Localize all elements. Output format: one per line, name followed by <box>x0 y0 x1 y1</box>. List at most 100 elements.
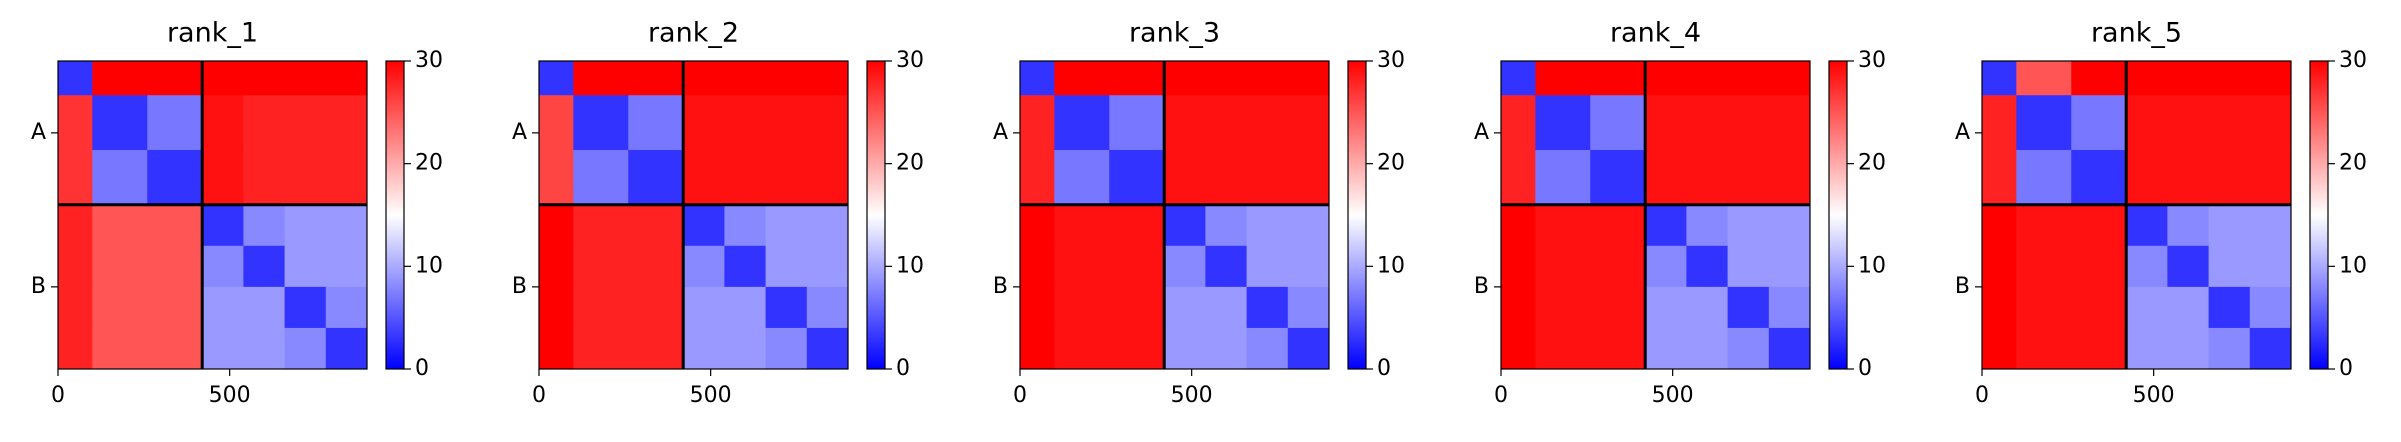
y-tick-label: A <box>1474 120 1489 145</box>
heatmap-cell <box>765 95 808 151</box>
panel: rank_2 0 500 A B 0 10 20 30 <box>512 18 924 409</box>
y-tick-label: B <box>31 274 46 299</box>
heatmap-cell <box>1727 286 1770 329</box>
heatmap-cell <box>683 95 725 151</box>
heatmap-cell <box>202 286 244 329</box>
heatmap-cell <box>202 95 244 151</box>
colorbar-tick-label: 10 <box>896 253 924 278</box>
heatmap-cell <box>1109 61 1165 96</box>
colorbar-tick-label: 0 <box>1858 356 1872 381</box>
heatmap-cell <box>1982 245 2017 288</box>
heatmap-cell <box>202 61 244 96</box>
heatmap-cell <box>1205 204 1248 247</box>
heatmap-cell <box>1645 95 1687 151</box>
colorbar-tick-label: 20 <box>1377 151 1405 176</box>
heatmap-cell <box>1768 95 1811 151</box>
heatmap-cell <box>724 245 767 288</box>
heatmap-cell <box>1727 204 1770 247</box>
heatmap-cell <box>573 95 629 151</box>
heatmap-cell <box>325 327 368 370</box>
heatmap-cell <box>806 61 849 96</box>
heatmap-cell <box>1590 204 1646 247</box>
panel: rank_1 0 500 A B 0 10 20 30 <box>31 18 443 409</box>
heatmap-cell <box>1205 245 1248 288</box>
heatmap-cell <box>1054 61 1110 96</box>
heatmap-cell <box>724 204 767 247</box>
heatmap-cell <box>1686 204 1729 247</box>
heatmap-cell <box>2208 61 2251 96</box>
heatmap-cell <box>243 327 286 370</box>
plot-frame <box>57 60 368 370</box>
heatmap-cell <box>2208 327 2251 370</box>
heatmap-cell <box>325 286 368 329</box>
x-tick-label: 0 <box>1494 383 1508 408</box>
heatmap-cell <box>1727 61 1770 96</box>
heatmap-cell <box>1287 95 1330 151</box>
heatmap-cell <box>683 149 725 206</box>
heatmap-cell <box>1645 149 1687 206</box>
heatmap-cell <box>1054 149 1110 206</box>
heatmap-cell <box>1164 149 1206 206</box>
heatmap-cell <box>1109 286 1165 329</box>
heatmap-cell <box>147 245 203 288</box>
heatmap-cell <box>58 286 93 329</box>
colorbar-tick-label: 0 <box>896 356 910 381</box>
heatmap-cell <box>243 149 286 206</box>
heatmap-cell <box>2126 327 2168 370</box>
heatmap-cell <box>2016 286 2072 329</box>
heatmap-cell <box>765 245 808 288</box>
heatmap-cell <box>2071 61 2127 96</box>
heatmap-cell <box>1246 245 1289 288</box>
heatmap-cell <box>2208 204 2251 247</box>
heatmap-cell <box>1535 204 1591 247</box>
x-tick-label: 500 <box>1652 383 1694 408</box>
plot-frame <box>1981 60 2292 370</box>
heatmap-cell <box>1727 327 1770 370</box>
heatmap-cell <box>1590 286 1646 329</box>
heatmap-cell <box>1686 95 1729 151</box>
heatmap-cell <box>2071 149 2127 206</box>
heatmap-cell <box>1768 286 1811 329</box>
heatmap-cell <box>1590 327 1646 370</box>
heatmap-cell <box>2071 204 2127 247</box>
heatmap-cell <box>539 204 574 247</box>
heatmap-cell <box>2208 286 2251 329</box>
heatmap-cell <box>628 204 684 247</box>
heatmap-cell <box>1020 149 1055 206</box>
heatmap-cell <box>147 149 203 206</box>
heatmap-cell <box>573 245 629 288</box>
heatmap-cell <box>1768 149 1811 206</box>
heatmap-cell <box>202 327 244 370</box>
heatmap-cell <box>58 245 93 288</box>
heatmap-cell <box>147 204 203 247</box>
heatmap-cell <box>1686 286 1729 329</box>
heatmap-cell <box>243 286 286 329</box>
heatmap-cell <box>1501 61 1536 96</box>
heatmap-cell <box>1645 61 1687 96</box>
y-tick-label: B <box>512 274 527 299</box>
heatmap-cell <box>1205 286 1248 329</box>
heatmap-cell <box>1020 286 1055 329</box>
heatmap-cell <box>2249 327 2292 370</box>
colorbar-tick-label: 20 <box>415 151 443 176</box>
plot-frame <box>1019 60 1330 370</box>
colorbar-tick-label: 20 <box>1858 151 1886 176</box>
heatmap-cell <box>539 95 574 151</box>
heatmap-cell <box>1535 149 1591 206</box>
heatmap-cell <box>2016 149 2072 206</box>
heatmap-cell <box>806 327 849 370</box>
heatmap-cell <box>1501 327 1536 370</box>
colorbar <box>2309 60 2329 370</box>
heatmap-cell <box>765 286 808 329</box>
colorbar-tick-label: 30 <box>1858 48 1886 73</box>
heatmap-cell <box>58 95 93 151</box>
heatmap-cell <box>1020 327 1055 370</box>
heatmap-cell <box>1020 245 1055 288</box>
heatmap-cell <box>1287 149 1330 206</box>
heatmap-cell <box>1164 95 1206 151</box>
heatmap-cell <box>2016 95 2072 151</box>
heatmap-cell <box>2167 286 2210 329</box>
plot-frame <box>1500 60 1811 370</box>
heatmap-cell <box>1020 95 1055 151</box>
heatmap-cell <box>806 149 849 206</box>
